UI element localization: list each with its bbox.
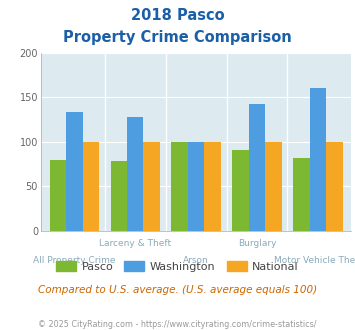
Bar: [265, 142, 282, 231]
Text: Larceny & Theft: Larceny & Theft: [99, 239, 171, 248]
Text: © 2025 CityRating.com - https://www.cityrating.com/crime-statistics/: © 2025 CityRating.com - https://www.city…: [38, 320, 317, 329]
Bar: [249, 104, 265, 231]
Bar: [233, 150, 249, 231]
Bar: [188, 142, 204, 231]
Text: Property Crime Comparison: Property Crime Comparison: [63, 30, 292, 45]
Bar: [110, 161, 127, 231]
Bar: [326, 142, 343, 231]
Bar: [204, 142, 221, 231]
Bar: [50, 160, 66, 231]
Text: Motor Vehicle Theft: Motor Vehicle Theft: [274, 256, 355, 265]
Bar: [66, 112, 83, 231]
Legend: Pasco, Washington, National: Pasco, Washington, National: [51, 256, 304, 276]
Bar: [127, 117, 143, 231]
Bar: [171, 142, 188, 231]
Bar: [83, 142, 99, 231]
Bar: [143, 142, 160, 231]
Bar: [293, 158, 310, 231]
Text: 2018 Pasco: 2018 Pasco: [131, 8, 224, 23]
Text: All Property Crime: All Property Crime: [33, 256, 116, 265]
Text: Arson: Arson: [183, 256, 209, 265]
Text: Burglary: Burglary: [238, 239, 276, 248]
Text: Compared to U.S. average. (U.S. average equals 100): Compared to U.S. average. (U.S. average …: [38, 285, 317, 295]
Bar: [310, 87, 326, 231]
